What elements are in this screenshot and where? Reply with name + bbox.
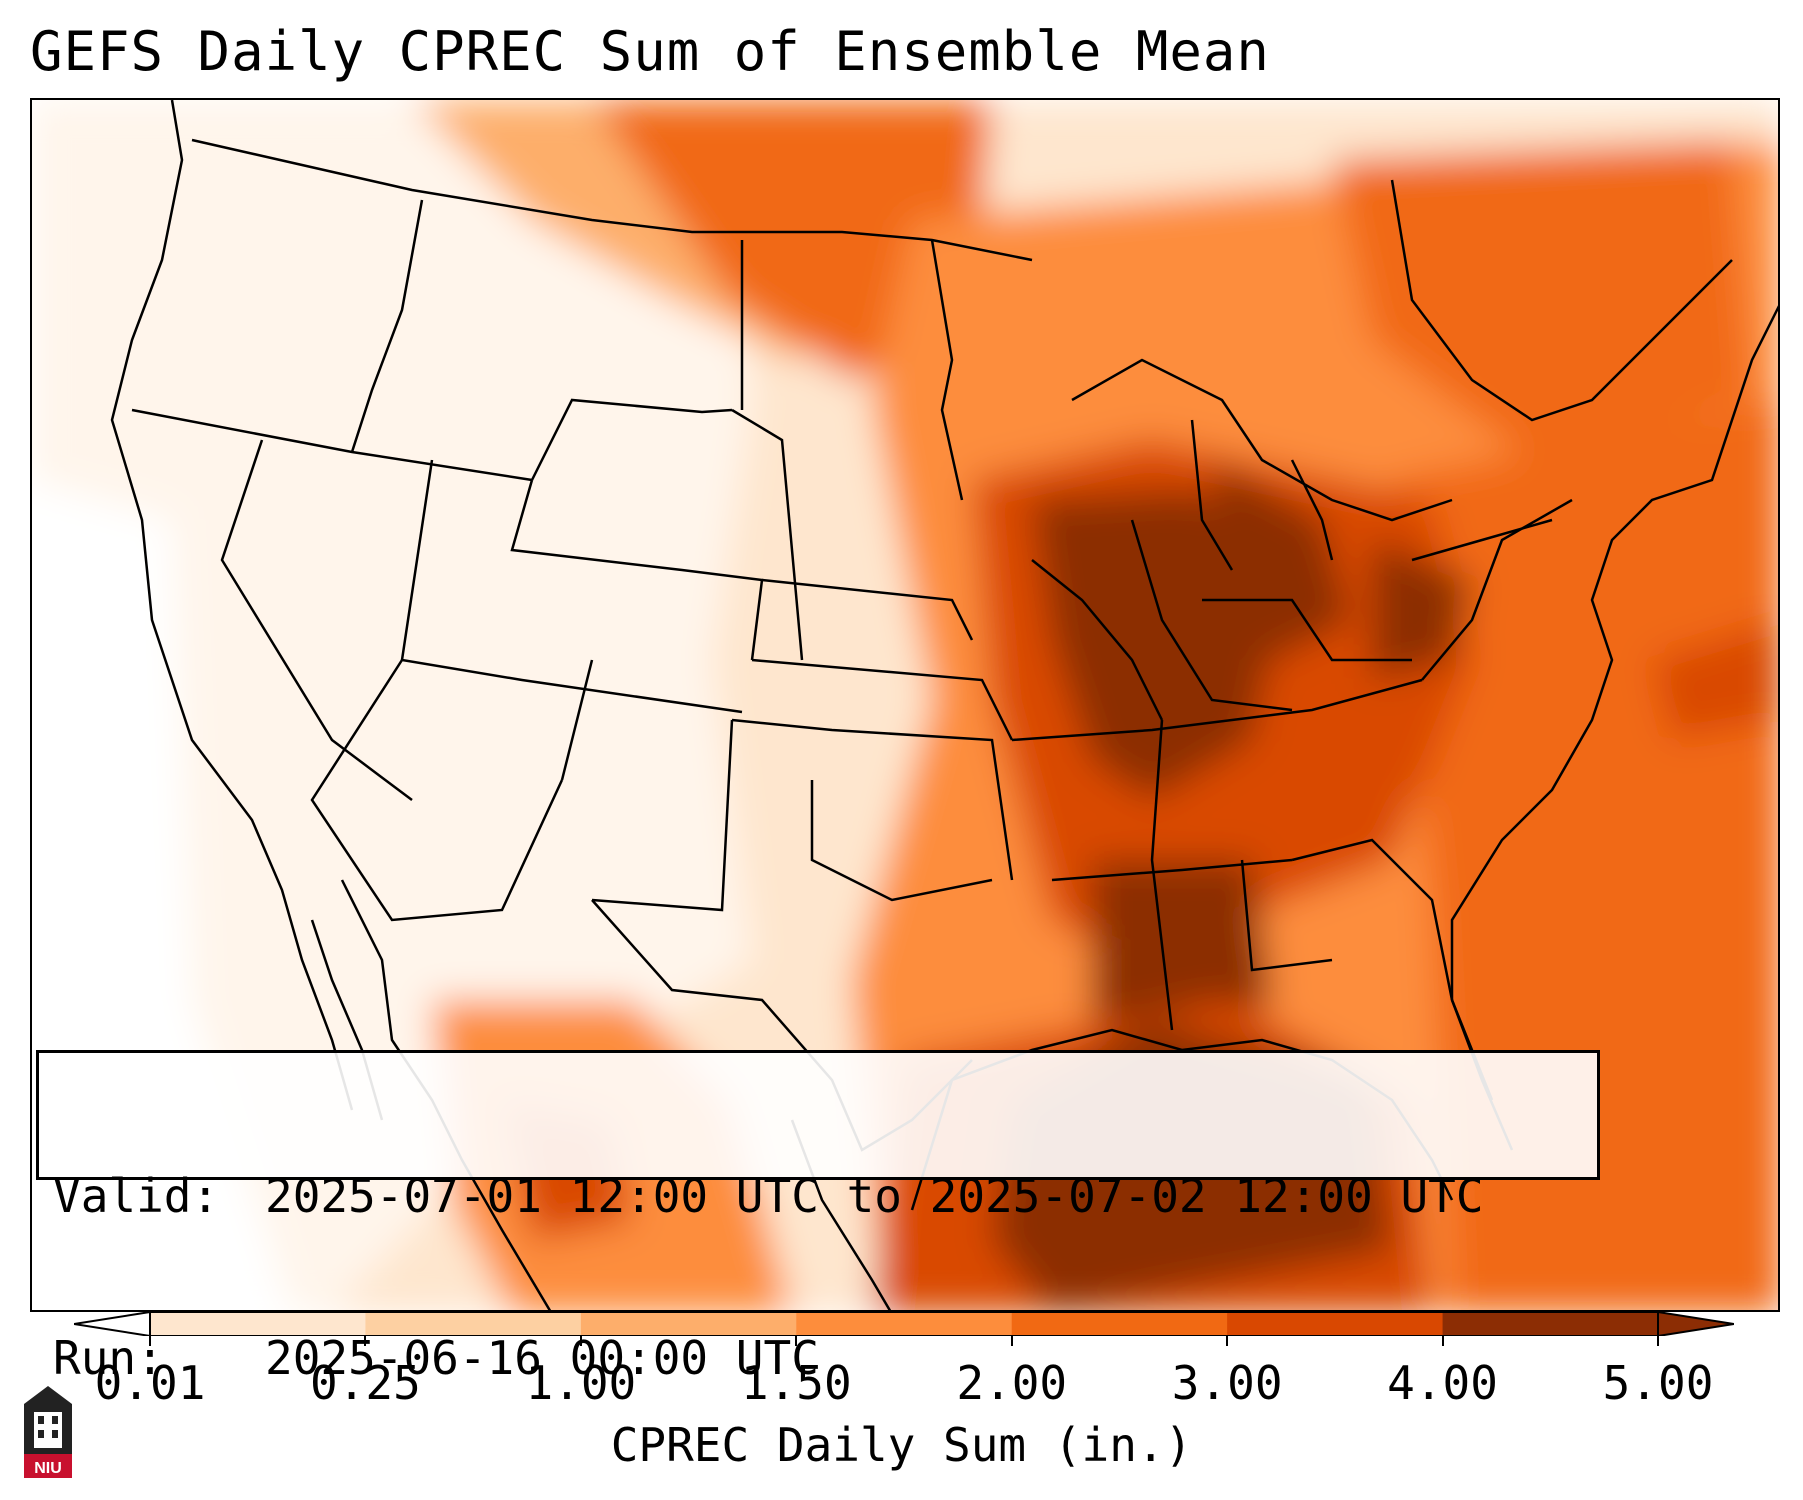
colorbar-tick	[364, 1336, 367, 1346]
colorbar-tick-label: 4.00	[1387, 1356, 1498, 1410]
colorbar-tick-label: 3.00	[1171, 1356, 1283, 1410]
run-row: Run: 2025-06-16 00:00 UTC	[53, 1331, 1583, 1385]
colorbar-outline	[149, 1312, 1659, 1336]
colorbar-segment	[1442, 1312, 1659, 1336]
colorbar-segment	[150, 1312, 366, 1336]
colorbar-tick	[1226, 1336, 1229, 1346]
colorbar-tick	[1010, 1336, 1013, 1346]
colorbar-tick-label: 0.25	[310, 1356, 421, 1410]
colorbar-tick-label: 1.50	[740, 1356, 852, 1410]
colorbar-tick-label: 5.00	[1602, 1356, 1714, 1410]
colorbar-tick	[1441, 1336, 1444, 1346]
colorbar-segment	[580, 1312, 797, 1336]
colorbar-right-arrow	[1657, 1312, 1734, 1336]
colorbar-left-arrow	[74, 1312, 151, 1336]
run-value: 2025-06-16 00:00 UTC	[265, 1331, 819, 1385]
colorbar-label: CPREC Daily Sum (in.)	[610, 1418, 1193, 1472]
colorbar-tick-label: 1.00	[525, 1356, 637, 1410]
colorbar-segment	[1011, 1312, 1228, 1336]
colorbar-tick-label: 0.01	[94, 1356, 206, 1410]
colorbar-tick	[149, 1336, 151, 1346]
colorbar-segment	[365, 1312, 582, 1336]
run-key: Run:	[53, 1331, 164, 1385]
colorbar-ticks: 0.01 0.25 1.00 1.50 2.00 3.00 4.00 5.00	[0, 1336, 1803, 1456]
valid-key: Valid:	[53, 1169, 220, 1223]
colorbar-tick-label: 2.00	[956, 1356, 1068, 1410]
logo-text: NIU	[34, 1460, 62, 1477]
valid-row: Valid: 2025-07-01 12:00 UTC to 2025-07-02…	[53, 1169, 1583, 1223]
valid-value: 2025-07-01 12:00 UTC to 2025-07-02 12:00…	[265, 1169, 1484, 1223]
colorbar-tick	[1657, 1336, 1659, 1346]
colorbar-segment	[1227, 1312, 1444, 1336]
colorbar-tick	[795, 1336, 798, 1346]
map-title: GEFS Daily CPREC Sum of Ensemble Mean	[30, 20, 1270, 83]
valid-run-box: Valid: 2025-07-01 12:00 UTC to 2025-07-02…	[36, 1050, 1600, 1385]
colorbar	[74, 1312, 1734, 1336]
colorbar-tick	[579, 1336, 582, 1346]
colorbar-segment	[796, 1312, 1013, 1336]
niu-logo-icon: NIU	[24, 1386, 72, 1478]
